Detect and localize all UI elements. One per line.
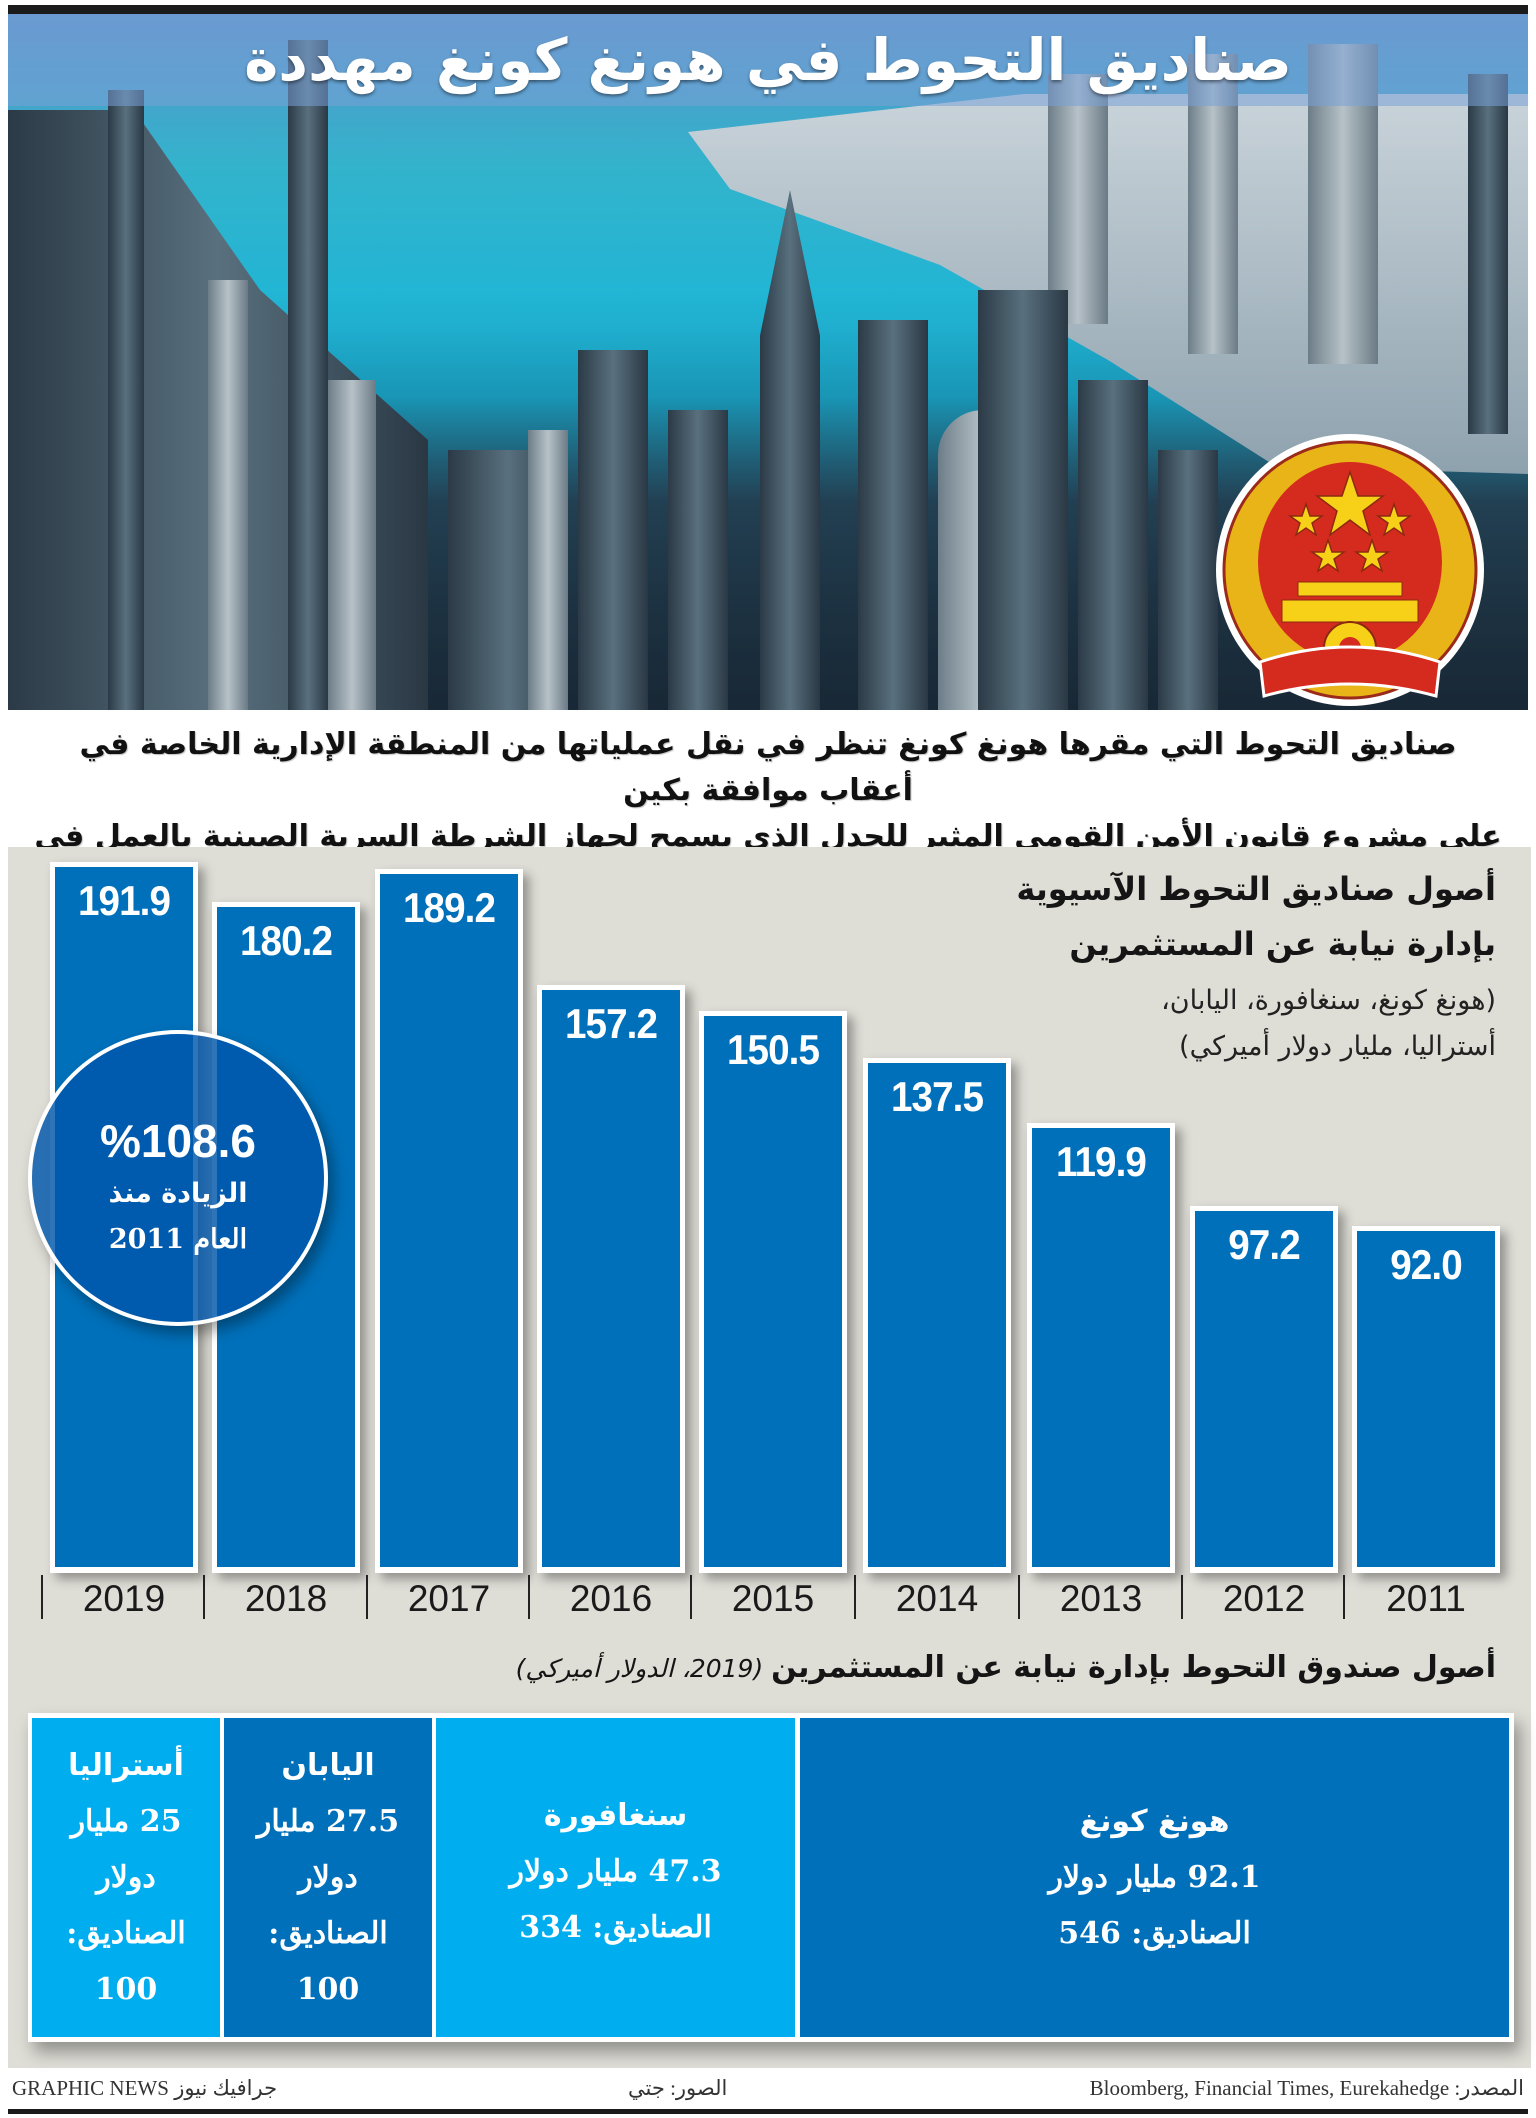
bar-2012: 97.2 <box>1190 1206 1338 1573</box>
axis-tick <box>690 1575 692 1619</box>
page-title: صناديق التحوط في هونغ كونغ مهددة <box>244 26 1292 94</box>
year-label: 2015 <box>731 1578 815 1619</box>
year-label: 2011 <box>1386 1578 1466 1619</box>
axis-tick <box>203 1575 205 1619</box>
photo-credit: الصور: جتي <box>628 2076 728 2100</box>
axis-tick <box>854 1575 856 1619</box>
treemap-cell-japan: اليابان 27.5 مليار دولار الصناديق: 100 <box>224 1718 432 2037</box>
treemap-title: أصول صندوق التحوط بإدارة نيابة عن المستث… <box>515 1650 1496 1685</box>
growth-label-1: الزيادة منذ <box>108 1178 248 1209</box>
year-label: 2017 <box>407 1578 491 1619</box>
axis-tick <box>1018 1575 1020 1619</box>
growth-callout: %108.6 الزيادة منذ العام 2011 <box>28 1030 328 1326</box>
axis-tick <box>366 1575 368 1619</box>
bar-2015: 150.5 <box>699 1011 847 1573</box>
axis-tick <box>1181 1575 1183 1619</box>
source-credit: المصدر: Bloomberg, Financial Times, Eure… <box>1089 2076 1524 2100</box>
treemap: أستراليا 25 مليار دولار الصناديق: 100 ال… <box>28 1713 1514 2042</box>
graphic-news-credit: GRAPHIC NEWS جرافيك نيوز <box>12 2076 278 2100</box>
china-emblem-icon <box>1216 434 1484 706</box>
treemap-cell-singapore: سنغافورة 47.3 مليار دولار الصناديق: 334 <box>436 1718 795 2037</box>
axis-tick <box>41 1575 43 1619</box>
footer: المصدر: Bloomberg, Financial Times, Eure… <box>8 2068 1528 2108</box>
treemap-cell-australia: أستراليا 25 مليار دولار الصناديق: 100 <box>32 1718 220 2037</box>
description-line-1: صناديق التحوط التي مقرها هونغ كونغ تنظر … <box>79 727 1457 808</box>
title-band <box>8 14 1528 106</box>
axis-tick <box>1343 1575 1345 1619</box>
growth-percent: %108.6 <box>99 1115 256 1167</box>
axis-tick <box>528 1575 530 1619</box>
growth-label-2: العام 2011 <box>108 1224 248 1255</box>
year-label: 2016 <box>569 1578 653 1619</box>
bar-2014: 137.5 <box>863 1058 1011 1573</box>
bar-2013: 119.9 <box>1027 1123 1175 1573</box>
bar-2017: 189.2 <box>375 869 523 1573</box>
year-label: 2013 <box>1059 1578 1143 1619</box>
year-label: 2012 <box>1222 1578 1306 1619</box>
bar-2011: 92.0 <box>1352 1226 1500 1573</box>
bar-2016: 157.2 <box>537 985 685 1573</box>
year-label: 2019 <box>82 1578 166 1619</box>
top-rule <box>8 5 1528 14</box>
bottom-rule <box>8 2109 1528 2114</box>
year-label: 2014 <box>895 1578 979 1619</box>
bar-chart-title: أصول صناديق التحوط الآسيوية بإدارة نيابة… <box>1016 870 1496 963</box>
treemap-cell-hong-kong: هونغ كونغ 92.1 مليار دولار الصناديق: 546 <box>800 1718 1509 2037</box>
hong-kong-skyline-photo <box>8 14 1528 710</box>
year-label: 2018 <box>244 1578 328 1619</box>
bar-chart-subtitle: (هونغ كونغ، سنغافورة، اليابان، أستراليا،… <box>1161 985 1496 1062</box>
